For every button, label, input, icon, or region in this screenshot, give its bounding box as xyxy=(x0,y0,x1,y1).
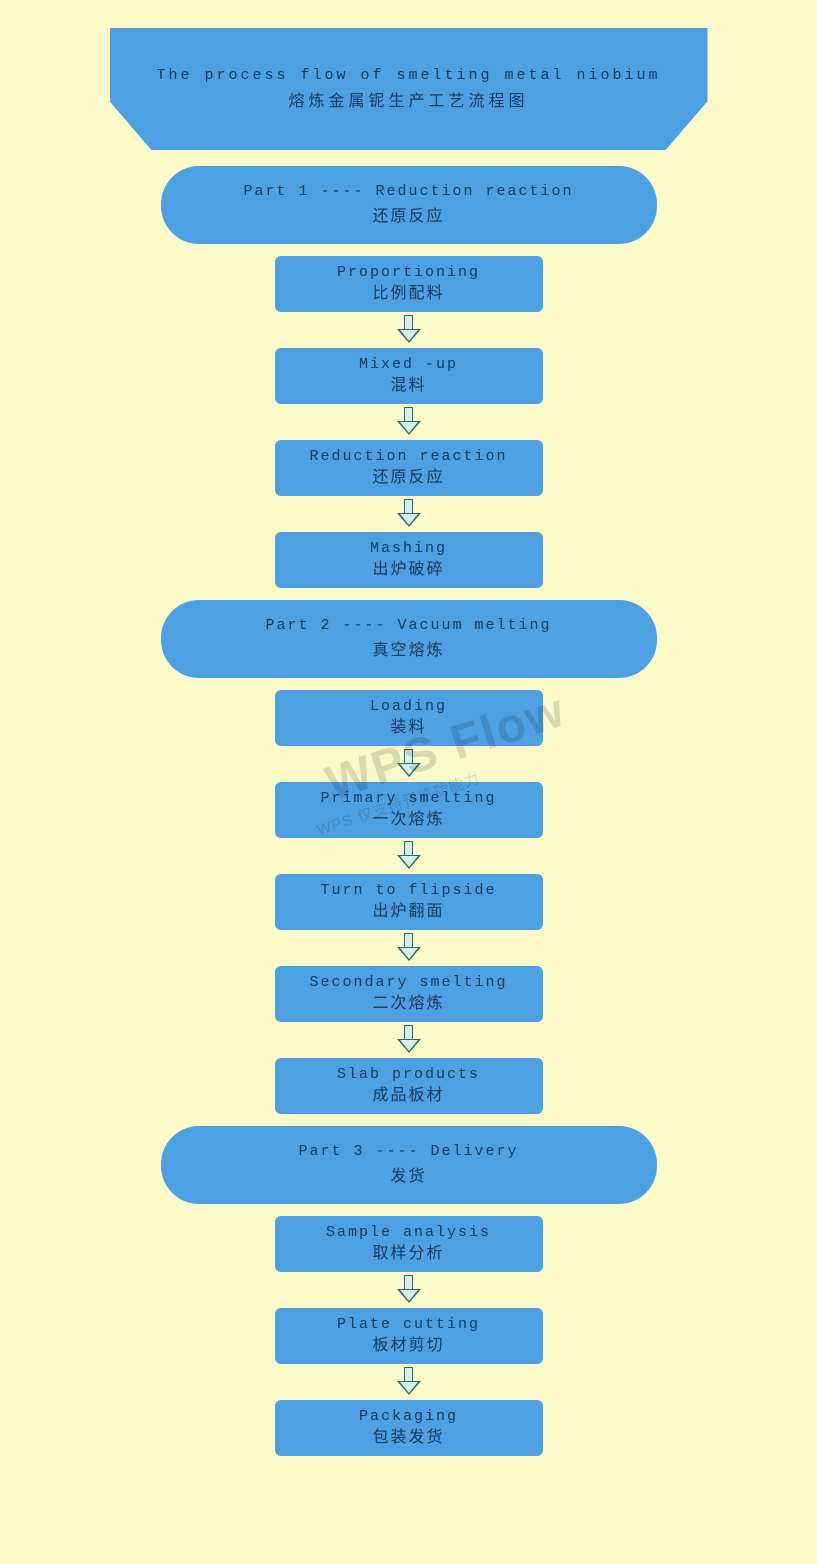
section-1-zh: 还原反应 xyxy=(372,204,444,230)
step-mashing: Mashing 出炉破碎 xyxy=(275,532,543,588)
arrow-icon xyxy=(397,841,421,871)
step-mixed-up: Mixed -up 混料 xyxy=(275,348,543,404)
arrow-icon xyxy=(397,407,421,437)
title-banner: The process flow of smelting metal niobi… xyxy=(110,28,708,150)
section-header-3: Part 3 ---- Delivery 发货 xyxy=(161,1126,657,1204)
step-turn-flipside: Turn to flipside 出炉翻面 xyxy=(275,874,543,930)
arrow-icon xyxy=(397,1275,421,1305)
arrow-icon xyxy=(397,1367,421,1397)
flowchart-container: The process flow of smelting metal niobi… xyxy=(0,0,817,1456)
section-2-zh: 真空熔炼 xyxy=(372,638,444,664)
step-secondary-smelting: Secondary smelting 二次熔炼 xyxy=(275,966,543,1022)
arrow-icon xyxy=(397,933,421,963)
arrow-icon xyxy=(397,1025,421,1055)
step-plate-cutting: Plate cutting 板材剪切 xyxy=(275,1308,543,1364)
section-header-1: Part 1 ---- Reduction reaction 还原反应 xyxy=(161,166,657,244)
step-sample-analysis: Sample analysis 取样分析 xyxy=(275,1216,543,1272)
arrow-icon xyxy=(397,749,421,779)
arrow-icon xyxy=(397,499,421,529)
step-proportioning: Proportioning 比例配料 xyxy=(275,256,543,312)
section-3-zh: 发货 xyxy=(390,1164,426,1190)
section-header-2: Part 2 ---- Vacuum melting 真空熔炼 xyxy=(161,600,657,678)
step-slab-products: Slab products 成品板材 xyxy=(275,1058,543,1114)
step-loading: Loading 装料 xyxy=(275,690,543,746)
arrow-icon xyxy=(397,315,421,345)
step-packaging: Packaging 包装发货 xyxy=(275,1400,543,1456)
section-1-en: Part 1 ---- Reduction reaction xyxy=(243,180,573,204)
step-reduction-reaction: Reduction reaction 还原反应 xyxy=(275,440,543,496)
step-primary-smelting: Primary smelting 一次熔炼 xyxy=(275,782,543,838)
title-en: The process flow of smelting metal niobi… xyxy=(156,63,660,89)
title-zh: 熔炼金属铌生产工艺流程图 xyxy=(288,88,528,115)
section-3-en: Part 3 ---- Delivery xyxy=(298,1140,518,1164)
section-2-en: Part 2 ---- Vacuum melting xyxy=(265,614,551,638)
